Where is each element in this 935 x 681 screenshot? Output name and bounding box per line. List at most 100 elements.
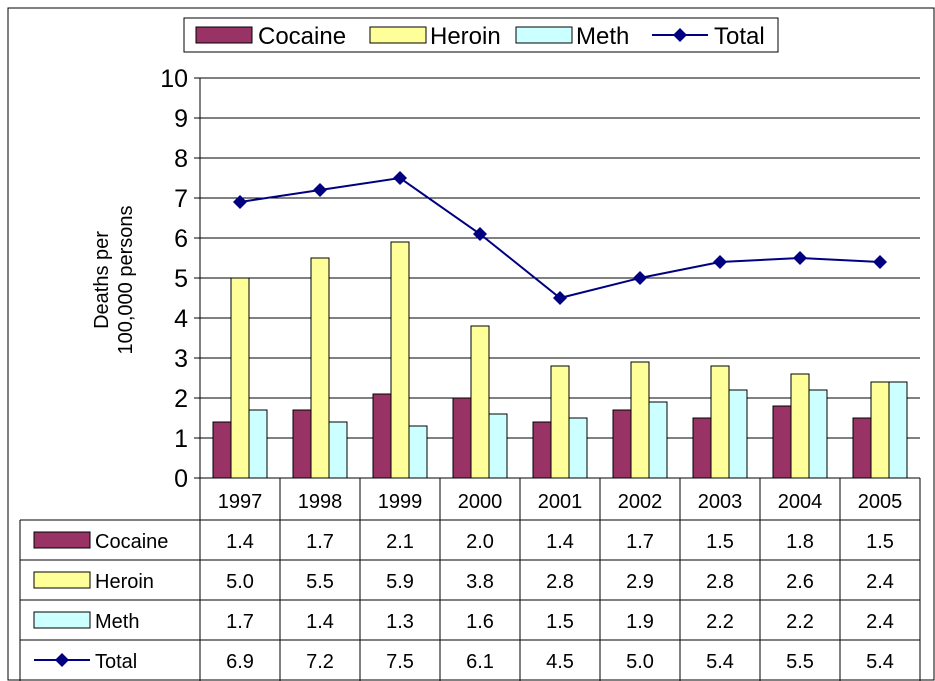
bar-heroin: [710, 365, 730, 479]
category-label: 2000: [458, 491, 503, 513]
legend-label-meth: Meth: [576, 23, 629, 50]
y-tick-label: 8: [174, 145, 188, 173]
legend-label-heroin: Heroin: [430, 23, 501, 50]
table-cell: 5.4: [706, 651, 734, 673]
table-cell: 1.7: [226, 611, 254, 633]
y-tick-label: 3: [174, 345, 188, 373]
bar-meth: [888, 381, 908, 479]
table-cell: 1.4: [226, 531, 254, 553]
y-tick-label: 10: [160, 65, 188, 93]
bar-meth: [568, 417, 588, 479]
table-cell: 1.8: [786, 531, 814, 553]
table-cell: 2.6: [786, 571, 814, 593]
table-key-cocaine: [33, 531, 91, 549]
table-cell: 1.4: [546, 531, 574, 553]
table-row-label: Meth: [95, 611, 139, 633]
table-cell: 6.9: [226, 651, 254, 673]
table-cell: 7.5: [386, 651, 414, 673]
point-total: [873, 255, 887, 269]
legend: Cocaine Heroin Meth Total: [183, 17, 779, 53]
bar-cocaine: [772, 405, 792, 479]
legend-key-heroin: [369, 26, 427, 44]
y-tick-label: 0: [174, 465, 188, 493]
point-total: [553, 291, 567, 305]
point-total: [633, 271, 647, 285]
table-cell: 1.9: [626, 611, 654, 633]
bar-cocaine: [612, 409, 632, 479]
table-cell: 5.4: [866, 651, 894, 673]
legend-label-cocaine: Cocaine: [258, 23, 346, 50]
table-cell: 5.0: [226, 571, 254, 593]
table-key-meth: [33, 611, 91, 629]
category-label: 2003: [698, 491, 743, 513]
category-label: 2004: [778, 491, 823, 513]
table-cell: 2.9: [626, 571, 654, 593]
bar-heroin: [470, 325, 490, 479]
table-cell: 1.5: [866, 531, 894, 553]
table-cell: 6.1: [466, 651, 494, 673]
table-cell: 1.6: [466, 611, 494, 633]
table-cell: 2.2: [706, 611, 734, 633]
bar-meth: [408, 425, 428, 479]
bar-heroin: [390, 241, 410, 479]
bar-heroin: [230, 277, 250, 479]
y-tick-label: 6: [174, 225, 188, 253]
table-cell: 1.5: [546, 611, 574, 633]
bar-cocaine: [372, 393, 392, 479]
bar-heroin: [630, 361, 650, 479]
legend-key-marker: [673, 28, 687, 42]
y-tick-label: 7: [174, 185, 188, 213]
bar-cocaine: [452, 397, 472, 479]
axes: 0 1 2 3 4 5 6 7 8 9 10 Deaths per 100,000 persons: [91, 65, 920, 493]
point-total: [313, 183, 327, 197]
point-total: [793, 251, 807, 265]
table-key-heroin: [33, 571, 91, 589]
table-cell: 3.8: [466, 571, 494, 593]
point-total: [393, 171, 407, 185]
y-tick-label: 2: [174, 385, 188, 413]
y-tick-label: 4: [174, 305, 188, 333]
bar-cocaine: [532, 421, 552, 479]
table-cell: 1.5: [706, 531, 734, 553]
legend-label-total: Total: [714, 23, 765, 50]
bar-heroin: [790, 373, 810, 479]
y-axis-label-line: Deaths per: [91, 231, 113, 329]
point-total: [473, 227, 487, 241]
bar-heroin: [310, 257, 330, 479]
y-axis-label: Deaths per 100,000 persons: [91, 205, 137, 354]
bar-meth: [488, 413, 508, 479]
category-label: 2001: [538, 491, 583, 513]
table-cell: 1.7: [306, 531, 334, 553]
y-tick-label: 5: [174, 265, 188, 293]
category-label: 2002: [618, 491, 663, 513]
table-cell: 1.3: [386, 611, 414, 633]
category-label: 1998: [298, 491, 343, 513]
table-cell: 5.9: [386, 571, 414, 593]
bar-cocaine: [212, 421, 232, 479]
table-cell: 7.2: [306, 651, 334, 673]
legend-key-meth: [515, 26, 573, 44]
table-row-label: Heroin: [95, 571, 154, 593]
table-cell: 4.5: [546, 651, 574, 673]
category-label: 2005: [858, 491, 903, 513]
category-label: 1999: [378, 491, 423, 513]
table-cell: 1.4: [306, 611, 334, 633]
table-cell: 2.4: [866, 611, 894, 633]
bars: [212, 241, 908, 479]
bar-meth: [328, 421, 348, 479]
bar-meth: [728, 389, 748, 479]
bar-heroin: [870, 381, 890, 479]
table-row-label: Total: [95, 651, 137, 673]
table-row-label: Cocaine: [95, 531, 168, 553]
bar-heroin: [550, 365, 570, 479]
table-cell: 2.4: [866, 571, 894, 593]
total-line: [233, 171, 887, 305]
legend-key-cocaine: [195, 26, 253, 44]
table-cell: 2.0: [466, 531, 494, 553]
point-total: [713, 255, 727, 269]
table-cell: 5.5: [786, 651, 814, 673]
table-cell: 5.5: [306, 571, 334, 593]
table-key-marker: [55, 653, 69, 667]
